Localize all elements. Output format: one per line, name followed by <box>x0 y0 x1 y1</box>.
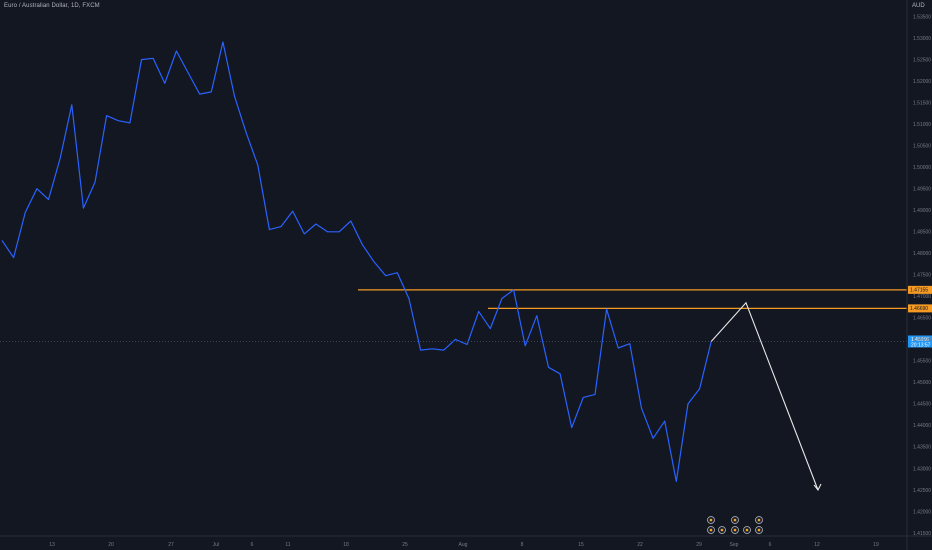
y-tick-label: 1.45000 <box>913 380 931 386</box>
y-tick-label: 1.47500 <box>913 273 931 279</box>
y-tick-label: 1.49000 <box>913 208 931 214</box>
y-tick-label: 1.43500 <box>913 445 931 451</box>
y-tick-label: 1.43000 <box>913 466 931 472</box>
event-icon-dot <box>745 528 749 532</box>
horizontal-level-tag <box>908 285 932 294</box>
x-tick-label: 15 <box>578 542 584 548</box>
horizontal-level-label: 1.46690 <box>910 306 928 312</box>
x-tick-label: 27 <box>168 542 174 548</box>
y-tick-label: 1.52500 <box>913 57 931 63</box>
event-icon-dot <box>733 528 737 532</box>
y-tick-label: 1.51500 <box>913 100 931 106</box>
y-tick-label: 1.48000 <box>913 251 931 257</box>
horizontal-level-label: 1.47155 <box>910 288 928 294</box>
y-tick-label: 1.47000 <box>913 294 931 300</box>
x-tick-label: 19 <box>873 542 879 548</box>
projection-path <box>710 301 819 491</box>
x-tick-label: Aug <box>459 542 468 548</box>
horizontal-levels: 1.47155 1.46690 <box>358 285 932 313</box>
current-price-label: 1.45956 <box>911 337 929 343</box>
event-icon-dot <box>709 528 713 532</box>
event-icon-dot <box>733 518 737 522</box>
event-icon-dot <box>720 528 724 532</box>
y-tick-label: 1.44000 <box>913 423 931 429</box>
x-tick-label: 6 <box>251 542 254 548</box>
x-tick-label: 18 <box>343 542 349 548</box>
current-price-tag <box>908 335 932 348</box>
x-tick-label: Sep <box>730 542 739 548</box>
y-tick-label: 1.52000 <box>913 79 931 85</box>
x-tick-label: 29 <box>696 542 702 548</box>
y-tick-label: 1.53500 <box>913 14 931 20</box>
x-tick-label: 6 <box>769 542 772 548</box>
y-tick-label: 1.44500 <box>913 402 931 408</box>
y-tick-label: 1.50000 <box>913 165 931 171</box>
current-price-countdown: 20:13:57 <box>911 343 931 349</box>
x-tick-label: Jul <box>213 542 219 548</box>
x-tick-label: 11 <box>285 542 290 548</box>
x-tick-label: 20 <box>108 542 114 548</box>
y-tick-label: 1.46000 <box>913 337 931 343</box>
y-tick-label: 1.49500 <box>913 187 931 193</box>
y-tick-label: 1.45500 <box>913 359 931 365</box>
x-tick-label: 22 <box>637 542 643 548</box>
y-tick-label: 1.53000 <box>913 36 931 42</box>
y-tick-label: 1.50500 <box>913 144 931 150</box>
event-icons <box>707 516 763 534</box>
event-icon-dot <box>709 518 713 522</box>
event-icon-dot <box>757 518 761 522</box>
x-tick-label: 12 <box>814 542 820 548</box>
horizontal-level-tag <box>908 304 932 313</box>
currency-label: AUD <box>912 3 925 9</box>
x-tick-label: 25 <box>402 542 408 548</box>
projection-arrowhead <box>813 483 822 491</box>
event-icon-dot <box>757 528 761 532</box>
chart-title: Euro / Australian Dollar, 1D, FXCM <box>4 3 100 9</box>
price-series-line <box>1 41 712 482</box>
y-tick-label: 1.51000 <box>913 122 931 128</box>
x-tick-label: 13 <box>49 542 55 548</box>
y-tick-label: 1.41500 <box>913 531 931 537</box>
y-tick-label: 1.42500 <box>913 488 931 494</box>
y-tick-label: 1.48500 <box>913 230 931 236</box>
projection-layer <box>710 301 822 491</box>
y-tick-label: 1.46500 <box>913 316 931 322</box>
y-tick-label: 1.42000 <box>913 509 931 515</box>
x-tick-label: 8 <box>521 542 524 548</box>
